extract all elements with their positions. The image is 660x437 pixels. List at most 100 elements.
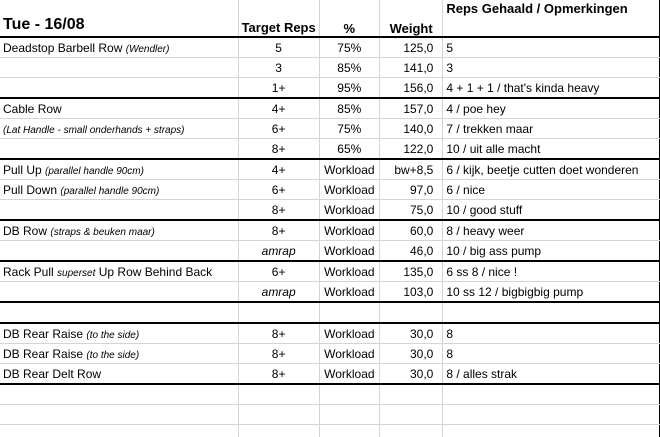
percent-header[interactable]: % bbox=[319, 0, 380, 38]
percent-cell[interactable]: Workload bbox=[319, 240, 380, 262]
target-reps-cell[interactable]: 8+ bbox=[238, 343, 320, 364]
result-cell[interactable]: 10 / uit alle macht bbox=[442, 138, 660, 160]
target-reps-cell[interactable]: 8+ bbox=[238, 220, 320, 241]
result-cell[interactable]: 6 / nice bbox=[442, 179, 660, 200]
weight-cell[interactable]: 60,0 bbox=[379, 220, 444, 241]
weight-cell[interactable]: 140,0 bbox=[379, 118, 444, 139]
exercise-cell[interactable] bbox=[0, 384, 239, 405]
exercise-cell[interactable] bbox=[0, 424, 239, 437]
target-reps-cell[interactable]: 5 bbox=[238, 37, 320, 58]
exercise-cell[interactable]: Cable Row bbox=[0, 98, 239, 119]
result-cell[interactable]: 8 bbox=[442, 343, 660, 364]
exercise-cell[interactable]: DB Rear Delt Row bbox=[0, 363, 239, 385]
result-cell[interactable]: 4 / poe hey bbox=[442, 98, 660, 119]
weight-cell[interactable] bbox=[379, 404, 444, 425]
result-cell[interactable] bbox=[442, 302, 660, 324]
percent-cell[interactable]: Workload bbox=[319, 261, 380, 282]
percent-cell[interactable]: Workload bbox=[319, 179, 380, 200]
weight-cell[interactable]: bw+8,5 bbox=[379, 159, 444, 180]
weight-header[interactable]: Weight bbox=[379, 0, 444, 38]
weight-cell[interactable]: 30,0 bbox=[379, 363, 444, 385]
result-cell[interactable]: 8 / alles strak bbox=[442, 363, 660, 385]
percent-cell[interactable] bbox=[319, 384, 380, 405]
weight-cell[interactable] bbox=[379, 424, 444, 437]
target-reps-cell[interactable] bbox=[238, 404, 320, 425]
result-cell[interactable]: 5 bbox=[442, 37, 660, 58]
weight-cell[interactable]: 156,0 bbox=[379, 77, 444, 99]
result-cell[interactable] bbox=[442, 384, 660, 405]
exercise-cell[interactable]: DB Row (straps & beuken maar) bbox=[0, 220, 239, 241]
target-reps-cell[interactable]: amrap bbox=[238, 240, 320, 262]
target-reps-cell[interactable]: 6+ bbox=[238, 118, 320, 139]
percent-cell[interactable]: Workload bbox=[319, 220, 380, 241]
target-reps-cell[interactable]: 6+ bbox=[238, 261, 320, 282]
exercise-cell[interactable] bbox=[0, 57, 239, 78]
exercise-cell[interactable]: DB Rear Raise (to the side) bbox=[0, 323, 239, 344]
result-cell[interactable]: 3 bbox=[442, 57, 660, 78]
target-reps-cell[interactable]: amrap bbox=[238, 281, 320, 303]
percent-cell[interactable] bbox=[319, 424, 380, 437]
weight-cell[interactable] bbox=[379, 384, 444, 405]
target-reps-cell[interactable] bbox=[238, 424, 320, 437]
percent-cell[interactable]: 85% bbox=[319, 57, 380, 78]
percent-cell[interactable]: 65% bbox=[319, 138, 380, 160]
target-reps-cell[interactable]: 4+ bbox=[238, 159, 320, 180]
target-reps-cell[interactable]: 4+ bbox=[238, 98, 320, 119]
percent-cell[interactable] bbox=[319, 404, 380, 425]
target-reps-header[interactable]: Target Reps bbox=[238, 0, 320, 38]
exercise-cell[interactable]: Rack Pull superset Up Row Behind Back bbox=[0, 261, 239, 282]
percent-cell[interactable]: Workload bbox=[319, 199, 380, 221]
notes-header[interactable]: Reps Gehaald / Opmerkingen bbox=[442, 0, 660, 38]
result-cell[interactable]: 4 + 1 + 1 / that's kinda heavy bbox=[442, 77, 660, 99]
result-cell[interactable]: 8 / heavy weer bbox=[442, 220, 660, 241]
percent-cell[interactable]: Workload bbox=[319, 281, 380, 303]
weight-cell[interactable]: 141,0 bbox=[379, 57, 444, 78]
percent-cell[interactable]: 75% bbox=[319, 118, 380, 139]
target-reps-cell[interactable] bbox=[238, 384, 320, 405]
exercise-cell[interactable] bbox=[0, 240, 239, 262]
result-cell[interactable]: 10 ss 12 / bigbigbig pump bbox=[442, 281, 660, 303]
exercise-cell[interactable] bbox=[0, 404, 239, 425]
target-reps-cell[interactable]: 8+ bbox=[238, 323, 320, 344]
target-reps-cell[interactable]: 6+ bbox=[238, 179, 320, 200]
result-cell[interactable]: 6 ss 8 / nice ! bbox=[442, 261, 660, 282]
weight-cell[interactable]: 97,0 bbox=[379, 179, 444, 200]
percent-cell[interactable] bbox=[319, 302, 380, 324]
weight-cell[interactable]: 75,0 bbox=[379, 199, 444, 221]
weight-cell[interactable]: 46,0 bbox=[379, 240, 444, 262]
exercise-cell[interactable]: (Lat Handle - small onderhands + straps) bbox=[0, 118, 239, 139]
result-cell[interactable]: 6 / kijk, beetje cutten doet wonderen bbox=[442, 159, 660, 180]
result-cell[interactable]: 10 / big ass pump bbox=[442, 240, 660, 262]
result-cell[interactable]: 8 bbox=[442, 323, 660, 344]
percent-cell[interactable]: Workload bbox=[319, 159, 380, 180]
percent-cell[interactable]: 75% bbox=[319, 37, 380, 58]
target-reps-cell[interactable]: 1+ bbox=[238, 77, 320, 99]
exercise-cell[interactable] bbox=[0, 199, 239, 221]
percent-cell[interactable]: Workload bbox=[319, 343, 380, 364]
exercise-cell[interactable] bbox=[0, 138, 239, 160]
exercise-cell[interactable]: DB Rear Raise (to the side) bbox=[0, 343, 239, 364]
weight-cell[interactable]: 125,0 bbox=[379, 37, 444, 58]
exercise-cell[interactable] bbox=[0, 302, 239, 324]
target-reps-cell[interactable]: 8+ bbox=[238, 199, 320, 221]
percent-cell[interactable]: Workload bbox=[319, 363, 380, 385]
weight-cell[interactable]: 103,0 bbox=[379, 281, 444, 303]
result-cell[interactable] bbox=[442, 424, 660, 437]
weight-cell[interactable]: 122,0 bbox=[379, 138, 444, 160]
target-reps-cell[interactable]: 8+ bbox=[238, 138, 320, 160]
percent-cell[interactable]: 85% bbox=[319, 98, 380, 119]
weight-cell[interactable]: 30,0 bbox=[379, 343, 444, 364]
target-reps-cell[interactable] bbox=[238, 302, 320, 324]
exercise-cell[interactable]: Pull Up (parallel handle 90cm) bbox=[0, 159, 239, 180]
result-cell[interactable]: 10 / good stuff bbox=[442, 199, 660, 221]
target-reps-cell[interactable]: 8+ bbox=[238, 363, 320, 385]
weight-cell[interactable]: 135,0 bbox=[379, 261, 444, 282]
exercise-cell[interactable] bbox=[0, 77, 239, 99]
target-reps-cell[interactable]: 3 bbox=[238, 57, 320, 78]
sheet-title[interactable]: Tue - 16/08 bbox=[0, 0, 239, 38]
exercise-cell[interactable]: Deadstop Barbell Row (Wendler) bbox=[0, 37, 239, 58]
exercise-cell[interactable]: Pull Down (parallel handle 90cm) bbox=[0, 179, 239, 200]
percent-cell[interactable]: Workload bbox=[319, 323, 380, 344]
weight-cell[interactable]: 30,0 bbox=[379, 323, 444, 344]
result-cell[interactable] bbox=[442, 404, 660, 425]
